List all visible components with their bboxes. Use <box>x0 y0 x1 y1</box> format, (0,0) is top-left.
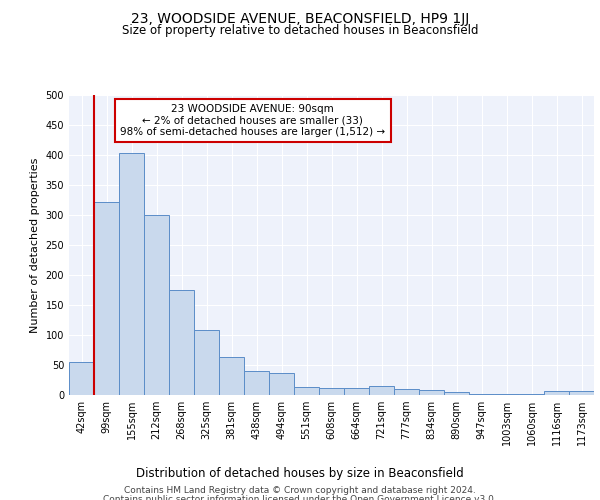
Bar <box>444 392 469 395</box>
Bar <box>294 387 319 395</box>
Bar <box>419 390 444 395</box>
Bar <box>144 215 169 395</box>
Text: 23 WOODSIDE AVENUE: 90sqm
← 2% of detached houses are smaller (33)
98% of semi-d: 23 WOODSIDE AVENUE: 90sqm ← 2% of detach… <box>120 104 385 137</box>
Bar <box>544 392 569 395</box>
Bar <box>494 394 519 395</box>
Bar <box>169 290 194 395</box>
Bar <box>119 153 144 395</box>
Y-axis label: Number of detached properties: Number of detached properties <box>30 158 40 332</box>
Bar <box>69 362 94 395</box>
Text: 23, WOODSIDE AVENUE, BEACONSFIELD, HP9 1JJ: 23, WOODSIDE AVENUE, BEACONSFIELD, HP9 1… <box>131 12 469 26</box>
Bar <box>394 389 419 395</box>
Text: Distribution of detached houses by size in Beaconsfield: Distribution of detached houses by size … <box>136 468 464 480</box>
Bar <box>244 371 269 395</box>
Bar <box>269 373 294 395</box>
Text: Size of property relative to detached houses in Beaconsfield: Size of property relative to detached ho… <box>122 24 478 37</box>
Text: Contains public sector information licensed under the Open Government Licence v3: Contains public sector information licen… <box>103 495 497 500</box>
Text: Contains HM Land Registry data © Crown copyright and database right 2024.: Contains HM Land Registry data © Crown c… <box>124 486 476 495</box>
Bar <box>469 394 494 395</box>
Bar <box>219 357 244 395</box>
Bar <box>569 391 594 395</box>
Bar <box>519 394 544 395</box>
Bar <box>319 388 344 395</box>
Bar <box>94 202 119 395</box>
Bar <box>344 388 369 395</box>
Bar <box>194 330 219 395</box>
Bar <box>369 386 394 395</box>
